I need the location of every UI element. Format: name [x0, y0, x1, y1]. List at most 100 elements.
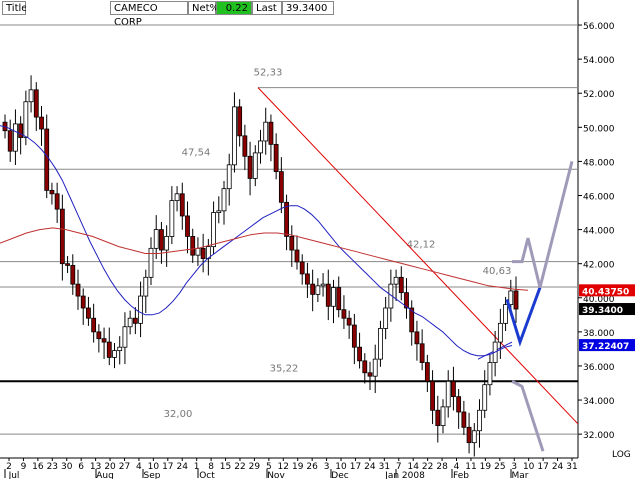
candle-body [117, 346, 123, 352]
candle-body [409, 307, 415, 333]
x-tick-label: 9 [21, 462, 27, 472]
candle-body [419, 343, 425, 363]
candle-body [216, 210, 222, 213]
x-tick-label: 10 [523, 462, 535, 472]
x-month-label: Jan 2008 [384, 471, 425, 479]
x-tick-label: 17 [162, 462, 173, 472]
y-tick-label: 56.000 [583, 22, 615, 32]
price-flag-label: 39.3400 [582, 306, 623, 316]
candle-body [54, 193, 60, 210]
x-tick-label: 29 [249, 462, 261, 472]
last-label: Last [252, 1, 282, 15]
x-tick-label: 17 [350, 462, 361, 472]
candle-body [138, 295, 143, 324]
blue-projection-arrow [505, 287, 542, 347]
instrument-name: CAMECO CORP [110, 1, 188, 28]
log-scale-label: LOG [612, 450, 631, 460]
x-tick-label: 6 [78, 462, 84, 472]
candle-body [101, 338, 107, 343]
candle-body [456, 396, 462, 413]
candle-body [362, 360, 368, 374]
candle-body [336, 287, 342, 311]
y-tick-label: 50.000 [583, 124, 615, 134]
candle-body [169, 200, 175, 237]
candle-body [70, 264, 76, 285]
net-percent-value: 0.22 [216, 1, 252, 15]
y-tick-label: 32.000 [583, 431, 615, 441]
candle-body [284, 201, 289, 237]
candle-body [59, 208, 65, 265]
candle-body [299, 261, 305, 275]
red-moving-average [0, 227, 529, 291]
candle-body [357, 346, 362, 362]
candle-body [127, 317, 133, 328]
y-tick-label: 42.000 [583, 261, 615, 271]
candle-body [351, 324, 357, 348]
level-label: 32,00 [164, 409, 193, 420]
x-tick-label: 24 [552, 462, 564, 472]
candle-body [508, 290, 514, 305]
x-tick-label: 10 [335, 462, 347, 472]
x-month-label: Nov [267, 471, 285, 479]
x-tick-label: 30 [61, 462, 73, 472]
x-tick-label: 11 [465, 462, 476, 472]
candle-body [424, 362, 430, 382]
x-tick-label: 27 [119, 462, 130, 472]
candle-body [112, 350, 117, 358]
candle-body [49, 189, 55, 195]
candle-body [487, 362, 493, 386]
price-flag-label: 37.22407 [582, 342, 629, 352]
candle-body [252, 152, 258, 179]
x-month-label: Jul [8, 471, 20, 479]
candle-body [435, 409, 441, 427]
candle-body [39, 116, 44, 130]
candle-body [273, 143, 279, 173]
candle-body [393, 276, 399, 285]
candle-body [200, 247, 206, 259]
chart-title-bar: Title CAMECO CORP Net% 0.22 Last 39.3400 [0, 0, 578, 28]
x-month-label: Sep [144, 471, 161, 479]
candle-body [106, 341, 112, 358]
candle-body [310, 283, 316, 295]
x-tick-label: 7 [396, 462, 402, 472]
candle-body [372, 358, 378, 377]
candle-body [451, 380, 456, 398]
candle-body [179, 193, 185, 217]
x-tick-label: 22 [422, 462, 433, 472]
price-flag [579, 339, 635, 352]
price-flag [579, 303, 635, 316]
candle-body [477, 409, 482, 432]
x-tick-label: 3 [511, 462, 517, 472]
candle-body [232, 106, 237, 166]
candle-body [466, 426, 472, 444]
x-tick-label: 1 [194, 462, 200, 472]
candle-body [44, 128, 50, 191]
net-percent-label: Net% [188, 1, 219, 15]
x-tick-label: 2 [6, 462, 12, 472]
candle-body [341, 309, 347, 319]
candle-body [143, 276, 149, 297]
y-tick-label: 48.000 [583, 158, 615, 168]
x-tick-label: 16 [32, 462, 44, 472]
candle-body [440, 406, 446, 427]
candle-body [414, 331, 420, 345]
candle-body [497, 322, 503, 343]
candle-body [33, 89, 39, 118]
candle-body [325, 283, 331, 307]
candle-body [258, 140, 263, 154]
level-label: 35,22 [270, 363, 299, 374]
x-tick-label: 26 [306, 462, 318, 472]
x-tick-label: 23 [47, 462, 58, 472]
x-tick-label: 24 [177, 462, 189, 472]
x-month-label: Feb [453, 471, 469, 479]
y-tick-label: 52.000 [583, 90, 615, 100]
candle-body [331, 287, 336, 307]
y-tick-label: 36.000 [583, 363, 615, 373]
x-tick-label: 3 [324, 462, 330, 472]
y-tick-label: 34.000 [583, 397, 615, 407]
x-tick-label: 31 [566, 462, 577, 472]
x-tick-label: 4 [454, 462, 460, 472]
grey-downside-arrow [511, 379, 545, 452]
x-tick-label: 13 [90, 462, 101, 472]
